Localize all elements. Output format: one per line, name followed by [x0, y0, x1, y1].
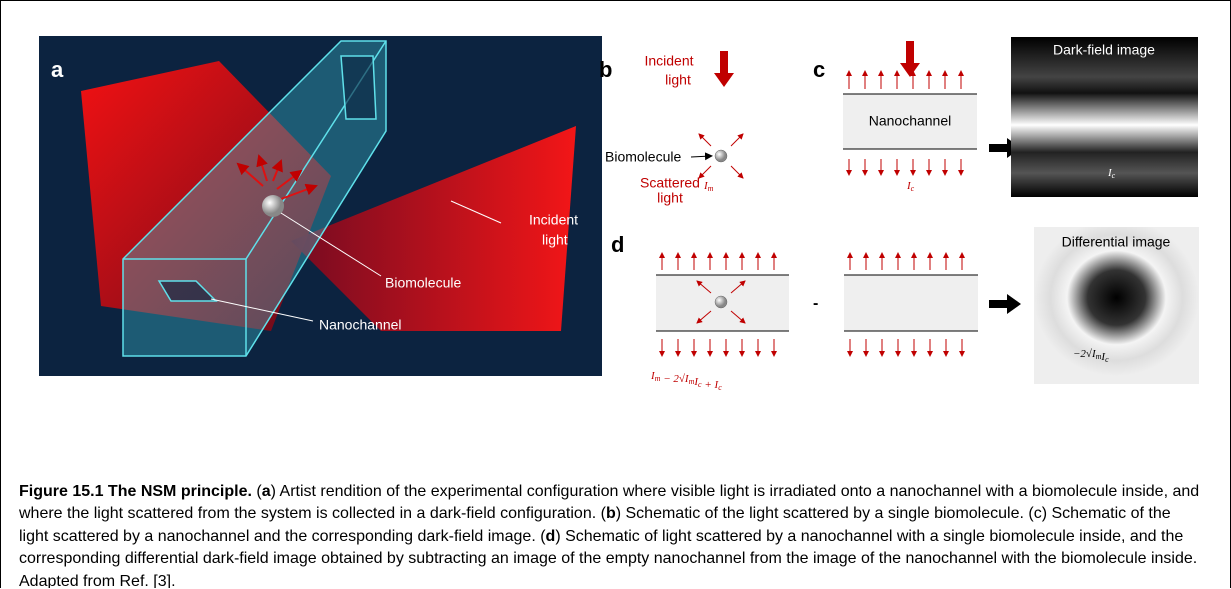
panel-label: c: [813, 57, 825, 82]
caption-text: a: [261, 483, 271, 500]
math: c: [698, 380, 702, 389]
math: I: [693, 376, 699, 388]
formula: −2√ImIc: [1073, 348, 1109, 364]
minus: -: [813, 295, 818, 312]
arrow: [989, 294, 1021, 314]
math: I: [1100, 351, 1106, 363]
leader: [690, 152, 713, 161]
math: Im: [703, 180, 714, 193]
math: +: [702, 379, 715, 391]
label: Incident: [529, 212, 578, 228]
label: Nanochannel: [319, 317, 402, 333]
light-plane: [81, 61, 331, 331]
caption-text: d: [545, 527, 556, 545]
label: light: [542, 232, 568, 248]
math: c: [1112, 171, 1116, 180]
label: Nanochannel: [869, 113, 952, 129]
label: Scattered: [640, 175, 700, 191]
caption-text: b: [605, 505, 616, 523]
caption-title: Figure 15.1 The NSM principle.: [19, 483, 252, 500]
dark-field-image: [1011, 37, 1198, 197]
biomolecule: [714, 149, 728, 163]
math: −2√: [1073, 348, 1093, 360]
scatter-arrows: [698, 133, 744, 179]
math: c: [911, 184, 915, 193]
differential-image: [1034, 227, 1199, 384]
label: Biomolecule: [605, 149, 681, 165]
caption-text: ) Artist rendition of the experimental c…: [19, 483, 1200, 523]
incident-arrow: [900, 41, 920, 77]
math: Ic: [906, 180, 915, 193]
math: c: [1105, 355, 1109, 364]
caption-text: (: [251, 483, 262, 500]
scatter-arrows: [236, 154, 318, 200]
leader: [450, 200, 502, 224]
light-arrows: [659, 70, 965, 357]
caption-text: ) Schematic of light scattered by a nano…: [19, 527, 1198, 588]
biomolecule: [262, 195, 284, 217]
nanochannel-box: [122, 40, 387, 357]
panel-label: b: [599, 57, 612, 82]
formula: Im − 2√ImIc + Ic: [650, 370, 722, 392]
label: light: [657, 190, 683, 206]
math: m: [1096, 352, 1102, 361]
math: − 2√: [660, 373, 685, 385]
math: I: [1091, 348, 1097, 360]
nanochannel: [843, 94, 977, 149]
figure: a Incident light Biomolecule Nanochannel…: [39, 36, 1199, 392]
math: I: [906, 180, 912, 192]
math: I: [650, 370, 656, 382]
math: m: [689, 377, 695, 386]
biomolecule: [714, 295, 728, 309]
image-title: Dark-field image: [1053, 42, 1155, 58]
panel-label: a: [51, 57, 64, 82]
leader: [280, 212, 382, 277]
caption: Figure 15.1 The NSM principle. (a) Artis…: [19, 481, 1204, 588]
image-title: Differential image: [1062, 234, 1171, 250]
math: Ic: [1107, 167, 1116, 180]
math: I: [1107, 167, 1113, 179]
label: Incident: [644, 53, 693, 69]
math: I: [684, 373, 690, 385]
math: I: [703, 180, 709, 192]
math: m: [655, 374, 661, 383]
panel-label: d: [611, 232, 624, 257]
incident-arrow: [714, 51, 734, 87]
scatter-arrows: [696, 280, 746, 324]
label: Biomolecule: [385, 275, 461, 291]
label: light: [665, 72, 691, 88]
math: m: [708, 184, 714, 193]
math: c: [718, 383, 722, 392]
caption-text: ) Schematic of the light scattered by a …: [19, 505, 1171, 545]
nanochannel: [844, 275, 978, 331]
leader: [210, 298, 314, 322]
math: I: [714, 379, 720, 391]
light-plane: [291, 126, 576, 331]
